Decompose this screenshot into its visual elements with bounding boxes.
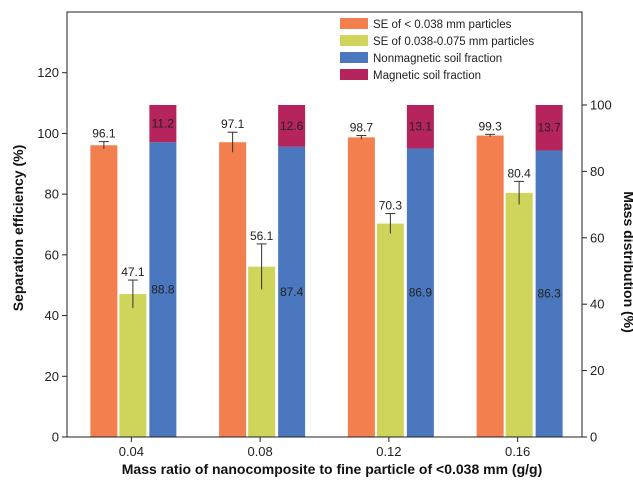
left-tick-label: 120 [37,65,59,80]
bar [535,150,563,437]
data-label: 86.9 [409,286,433,300]
bar [119,294,147,437]
bar [535,104,563,151]
x-axis: 0.04 0.08 0.12 0.16 [119,437,530,459]
data-label: 99.3 [478,119,502,133]
left-tick-label: 80 [45,187,59,202]
legend-label: Magnetic soil fraction [373,70,481,82]
right-tick-label: 20 [590,363,604,378]
legend-swatch [340,52,368,63]
right-axis-title: Mass distribution (%) [621,191,633,333]
left-axis: 0 20 40 60 80 100 120 [37,65,67,445]
legend-label: Nonmagnetic soil fraction [373,53,502,65]
data-label: 80.4 [507,166,531,180]
legend-label: SE of < 0.038 mm particles [373,19,512,31]
bar [406,148,434,437]
right-tick-label: 0 [590,430,597,445]
bar [347,137,375,437]
data-label: 13.1 [409,120,433,134]
legend-swatch [340,35,368,46]
data-label: 98.7 [350,121,374,135]
data-label: 86.3 [537,287,561,301]
data-label: 56.1 [250,229,274,243]
legend-swatch [340,69,368,80]
data-label: 11.2 [152,117,175,131]
left-tick-label: 0 [52,430,59,445]
bar [406,104,434,149]
x-tick-label: 0.08 [247,444,272,459]
bar [149,142,177,437]
left-tick-label: 40 [45,308,59,323]
legend: SE of < 0.038 mm particles SE of 0.038-0.… [340,18,534,82]
legend-label: SE of 0.038-0.075 mm particles [373,36,534,48]
x-tick-label: 0.16 [505,444,530,459]
bar [376,223,404,437]
bars-layer [90,104,563,437]
bar [219,142,247,437]
x-axis-title: Mass ratio of nanocomposite to fine part… [122,461,542,477]
right-axis: 0 20 40 60 80 100 [582,97,612,445]
left-tick-label: 20 [45,369,59,384]
data-label: 12.6 [280,119,304,133]
right-tick-label: 60 [590,230,604,245]
right-tick-label: 80 [590,164,604,179]
data-label: 13.7 [537,121,561,135]
bar [149,104,177,143]
left-tick-label: 60 [45,247,59,262]
data-labels-layer: 96.1 47.1 88.8 11.2 97.1 56.1 87.4 12.6 98.7 70.3… [92,117,561,301]
bar [248,266,276,437]
x-tick-label: 0.04 [119,444,144,459]
bar [90,145,118,437]
right-tick-label: 100 [590,97,612,112]
data-label: 97.1 [221,117,245,131]
left-tick-label: 100 [37,126,59,141]
data-label: 47.1 [121,265,145,279]
bar [505,192,533,437]
left-axis-title: Separation efficiency (%) [10,145,26,312]
data-label: 96.1 [92,127,116,141]
error-bars-layer [98,131,525,308]
right-tick-label: 40 [590,297,604,312]
data-label: 70.3 [379,199,403,213]
bar [278,104,306,147]
bar [476,135,504,437]
bar [278,146,306,437]
data-label: 87.4 [280,285,304,299]
x-tick-label: 0.12 [376,444,401,459]
data-label: 88.8 [151,283,175,297]
plot-frame [66,11,583,438]
legend-swatch [340,18,368,29]
